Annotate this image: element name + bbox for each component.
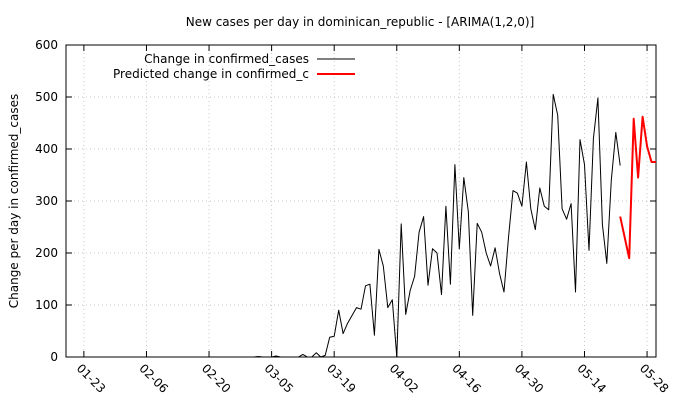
y-axis-label: Change per day in confirmed_cases [7, 94, 21, 309]
x-tick-label: 04-16 [449, 361, 484, 396]
x-tick-label: 02-20 [199, 361, 234, 396]
y-tick-label: 400 [35, 142, 58, 156]
grid [66, 45, 656, 357]
series-line-1 [83, 93, 621, 358]
x-tick-label: 05-28 [637, 361, 672, 396]
y-tick-label: 200 [35, 246, 58, 260]
chart-title: New cases per day in dominican_republic … [186, 15, 535, 29]
y-tick-label: 100 [35, 298, 58, 312]
plot-frame [65, 44, 657, 358]
y-tick-label: 300 [35, 194, 58, 208]
y-tick-label: 0 [50, 350, 58, 364]
axes: 0 100 200 300 400 500 600 01-23 02-06 02-20 03-05 0… [35, 38, 671, 396]
x-tick-label: 01-23 [74, 361, 109, 396]
x-tick-label: 02-06 [136, 361, 171, 396]
x-tick-label: 05-14 [574, 361, 609, 396]
series [83, 93, 656, 358]
x-tick-label: 03-05 [261, 361, 296, 396]
y-tick-label: 500 [35, 90, 58, 104]
legend-label-1: Change in confirmed_cases [144, 52, 309, 66]
x-tick-label: 03-19 [324, 361, 359, 396]
y-tick-label: 600 [35, 38, 58, 52]
legend-label-2: Predicted change in confirmed_c [113, 67, 309, 81]
x-tick-label: 04-02 [387, 361, 422, 396]
series-line-2 [619, 115, 656, 260]
x-tick-label: 04-30 [512, 361, 547, 396]
